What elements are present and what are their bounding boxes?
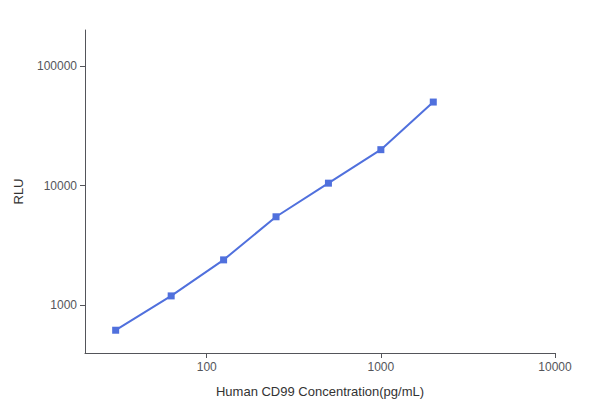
svg-text:RLU: RLU <box>11 178 26 204</box>
svg-text:100: 100 <box>197 360 217 374</box>
svg-text:1000: 1000 <box>368 360 395 374</box>
svg-text:10000: 10000 <box>538 360 572 374</box>
svg-text:100000: 100000 <box>37 59 77 73</box>
svg-text:Human CD99 Concentration(pg/mL: Human CD99 Concentration(pg/mL) <box>216 384 424 399</box>
svg-text:10000: 10000 <box>44 179 78 193</box>
svg-text:1000: 1000 <box>50 298 77 312</box>
